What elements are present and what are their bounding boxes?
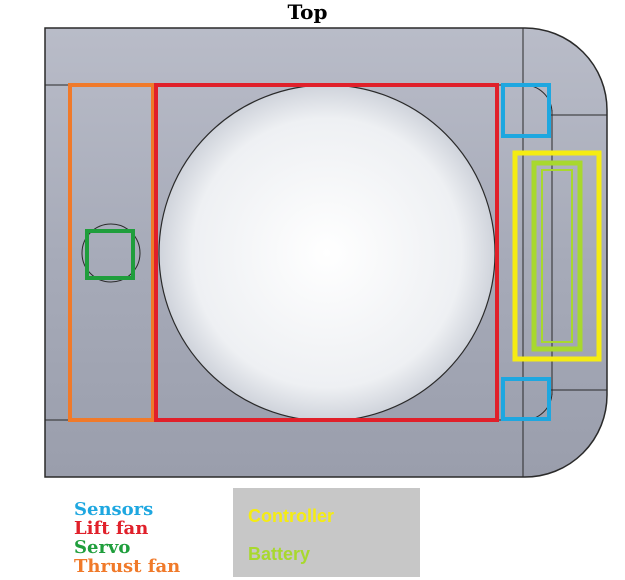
page-title: Top <box>287 0 328 24</box>
legend-battery: Battery <box>248 544 311 564</box>
legend-left: Sensors Lift fan Servo Thrust fan <box>74 500 180 576</box>
controller-box <box>512 150 602 362</box>
legend-controller: Controller <box>248 506 335 526</box>
hovercraft-top-view <box>44 27 608 478</box>
sensor-box-bottom <box>501 377 551 421</box>
servo-mount-hole <box>81 223 141 283</box>
lift-fan-opening <box>158 84 496 422</box>
lift-fan-box <box>154 83 499 422</box>
legend-lift-fan: Lift fan <box>74 518 149 539</box>
battery-box <box>531 160 583 352</box>
legend-box: Controller Battery <box>233 488 420 577</box>
servo-box <box>85 229 135 280</box>
battery-box-inner <box>541 169 573 343</box>
thrust-fan-box <box>68 83 155 422</box>
legend-servo: Servo <box>74 537 131 558</box>
sensor-box-top <box>501 83 551 138</box>
legend-thrust-fan: Thrust fan <box>74 556 181 577</box>
legend-sensors: Sensors <box>74 499 154 520</box>
